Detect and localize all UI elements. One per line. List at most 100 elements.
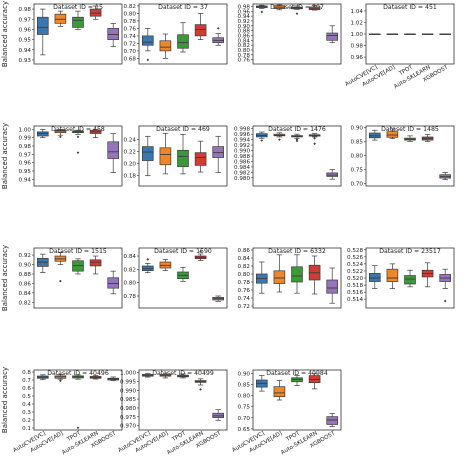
y-tick-label: 0.996 [234,132,250,138]
y-tick-label: 0.96 [351,55,364,61]
panel-3: Dataset ID = 3070.760.780.800.820.840.86… [238,3,342,65]
y-tick-label: 0.998 [234,127,250,133]
y-tick-label: 0.84 [124,254,137,260]
y-tick-label: 0.994 [234,138,250,144]
y-tick-label: 0.514 [347,297,363,303]
box-autocve-ad- [54,128,67,139]
y-tick-label: 0.98 [19,144,32,150]
box-xgboost [326,169,339,180]
box-xgboost [212,135,225,174]
y-tick-label: 0.80 [238,48,251,54]
y-tick-label: 0.68 [124,56,137,62]
y-tick-label: 0.96 [19,161,32,167]
y-tick-label: 0.80 [238,394,251,400]
outlier-point [295,138,299,141]
y-tick-label: 0.92 [238,19,250,25]
box-xgboost [326,412,339,428]
y-tick-label: 0.518 [347,283,363,289]
box-tpot [72,374,84,430]
y-axis-label: Balanced accuracy [1,123,9,189]
box-tpot [291,133,303,143]
box-autocve-ad- [159,258,172,272]
panel-12: Dataset ID = 235170.5140.5160.5180.5200.… [347,247,455,309]
y-tick-label: 0.86 [238,248,251,254]
iqr-box [177,34,189,49]
y-tick-label: 0.95 [19,38,32,44]
y-tick-label: 0.980 [234,176,250,182]
iqr-box [368,273,381,282]
y-tick-label: 0.82 [124,267,136,273]
y-tick-label: 0.970 [120,424,136,430]
box-xgboost [107,270,120,295]
iqr-box [141,146,154,161]
panel-1: Dataset ID = 15 0.93 0.94 0.95 0.96 0.97 0.98 [19,3,123,65]
box-auto-sklearn [89,128,102,139]
box-autocve-ad- [386,128,399,140]
y-tick-label: 0.72 [238,304,250,310]
panel-15: Dataset ID = 40984 0.65 0.70 0.75 0.80 0.85 0.… [231,369,342,456]
box-tpot [177,22,189,53]
y-tick-label: 0.70 [238,416,251,422]
y-tick-label: 0.97 [19,17,32,23]
y-tick-label: 0.80 [351,154,364,160]
y-tick-label: 0.94 [238,14,251,20]
box-auto-sklearn [89,5,102,20]
iqr-box [72,260,84,272]
box-autocve-vc- [36,128,49,139]
box-tpot [177,266,189,282]
panel-7: Dataset ID = 14760.9800.9820.9840.9860.9… [234,125,342,187]
y-tick-label: 0.22 [124,149,136,155]
box-tpot [72,258,84,275]
y-tick-label: 0.990 [234,149,250,155]
y-axis-label: Balanced accuracy [1,245,9,311]
box-xgboost [326,25,339,44]
outlier-point [76,151,80,154]
box-autocve-ad- [386,263,399,289]
y-tick-label: 0.975 [120,415,136,421]
panel-title: Dataset ID = 1476 [268,126,326,133]
y-tick-label: 0.6 [22,386,31,392]
box-tpot [404,33,416,35]
panel-title: Dataset ID = 1485 [381,126,439,133]
iqr-box [273,270,286,284]
panel-title: Dataset ID = 40984 [266,370,328,377]
y-tick-label: 0.88 [238,29,251,35]
outlier-point [278,138,281,141]
panel-title: Dataset ID = 37 [158,4,208,11]
y-tick-label: 0.70 [124,49,137,55]
y-tick-label: 0.524 [347,262,363,268]
box-auto-sklearn [421,134,434,142]
y-tick-label: 0.76 [238,58,251,64]
y-tick-label: 0.70 [351,182,364,188]
y-tick-label: 0.97 [19,152,32,158]
iqr-box [386,131,399,138]
box-autocve-ad- [54,10,67,27]
y-tick-label: 0.984 [234,165,250,171]
y-tick-label: 0.78 [238,280,251,286]
y-tick-label: 0.99 [19,136,32,142]
panel-title: Dataset ID = 40496 [47,370,109,377]
y-tick-label: 0.990 [120,388,136,394]
box-tpot [72,129,84,154]
box-xgboost [326,267,339,304]
iqr-box [386,268,399,282]
y-tick-label: 0.85 [238,382,251,388]
iqr-box [36,16,49,35]
y-tick-label: 0.98 [351,44,364,50]
y-tick-label: 0.18 [124,174,137,180]
outlier-point [59,135,62,139]
y-tick-label: 0.86 [19,281,32,287]
outlier-point [146,258,150,261]
outlier-point [199,250,202,253]
panel-4: Dataset ID = 4510.960.981.001.021.04Auto… [344,3,455,90]
box-autocve-ad- [386,33,399,35]
outlier-point [216,27,220,30]
box-autocve-vc- [368,129,381,141]
outlier-point [76,426,80,430]
y-tick-label: 0.992 [234,143,250,149]
y-tick-label: 0.72 [124,41,136,47]
y-tick-label: 0.84 [238,38,251,44]
panel-title: Dataset ID = 23517 [379,248,441,255]
y-tick-label: 0.65 [238,427,251,433]
